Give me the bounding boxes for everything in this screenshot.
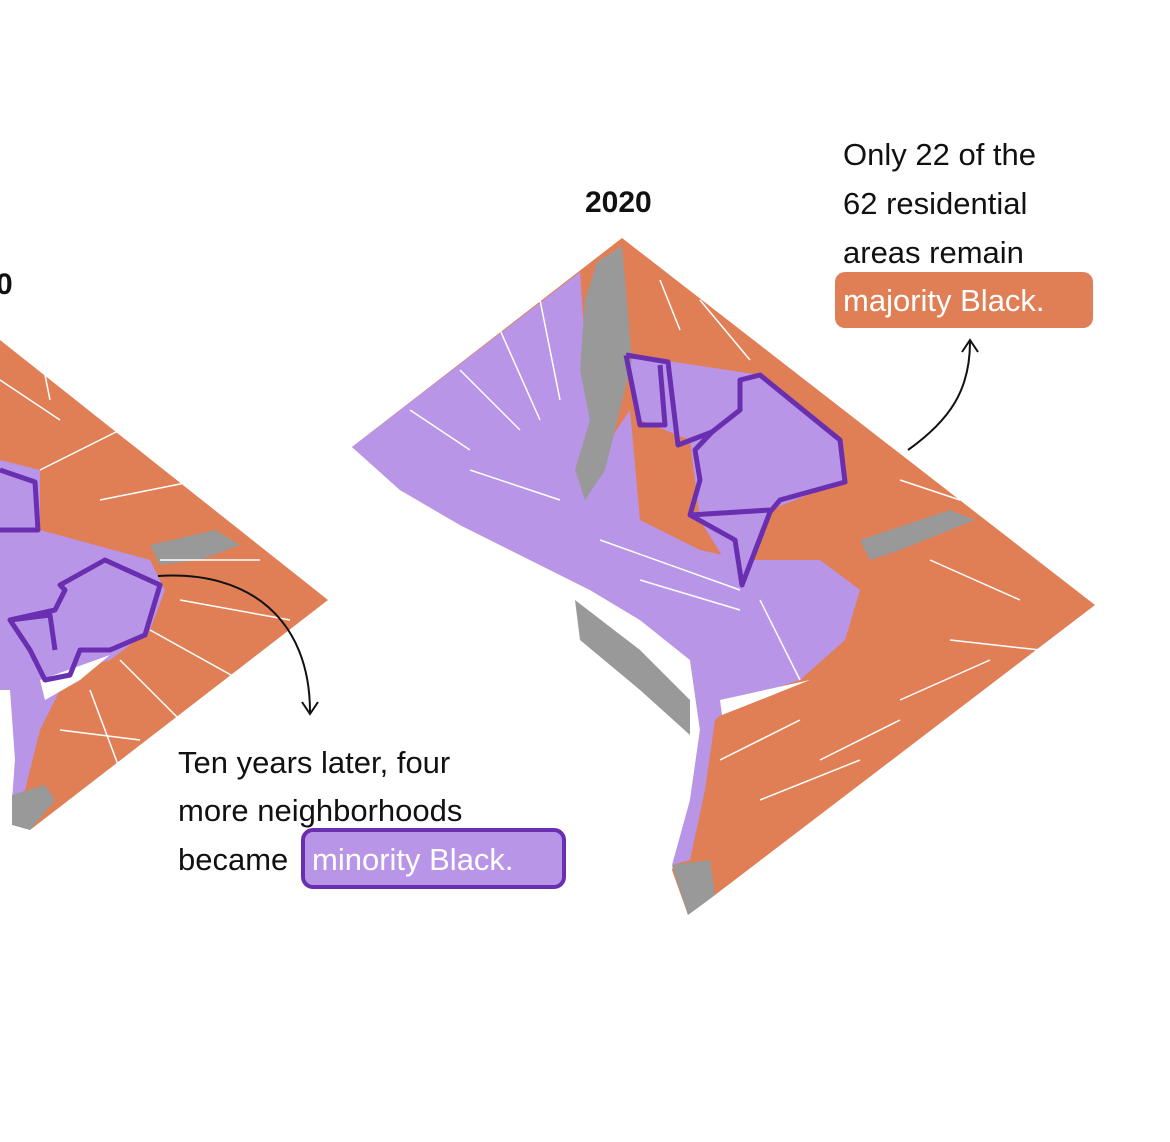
highlight-text: minority Black. — [312, 842, 514, 877]
park — [575, 600, 690, 735]
park — [12, 785, 55, 830]
map-year: 2020 — [585, 186, 652, 219]
changed-outline — [0, 467, 163, 683]
highlight-box — [301, 828, 566, 889]
arrow-head — [961, 338, 979, 353]
map-year: 0 — [0, 268, 13, 301]
changed-outline — [623, 352, 848, 588]
minority-area — [352, 272, 860, 865]
boundaries — [0, 349, 291, 771]
park — [672, 860, 715, 915]
boundaries — [409, 279, 1041, 801]
arrow-head — [301, 701, 319, 716]
minority-area — [0, 460, 165, 800]
annotation-text: became — [178, 842, 288, 877]
map-2020: 2020 — [352, 186, 1095, 915]
river — [720, 680, 810, 715]
highlight-box — [835, 272, 1093, 328]
annotation-text: 62 residential — [843, 186, 1027, 221]
annotation-text: areas remain — [843, 235, 1024, 270]
park — [150, 530, 240, 565]
arrow — [157, 574, 311, 713]
annotation: Only 22 of the 62 residential areas rema… — [835, 137, 1093, 451]
arrow — [907, 341, 971, 451]
annotation-text: more neighborhoods — [178, 793, 462, 828]
park — [575, 246, 632, 500]
annotation: Ten years later, four more neighborhoods… — [157, 574, 566, 889]
annotation-text: Only 22 of the — [843, 137, 1036, 172]
river — [40, 655, 110, 700]
highlight-text: majority Black. — [843, 283, 1045, 318]
map-2010: 0 — [0, 268, 328, 830]
annotation-text: Ten years later, four — [178, 745, 450, 780]
park — [860, 510, 975, 560]
majority-area — [0, 340, 328, 830]
minority-area — [628, 355, 845, 585]
